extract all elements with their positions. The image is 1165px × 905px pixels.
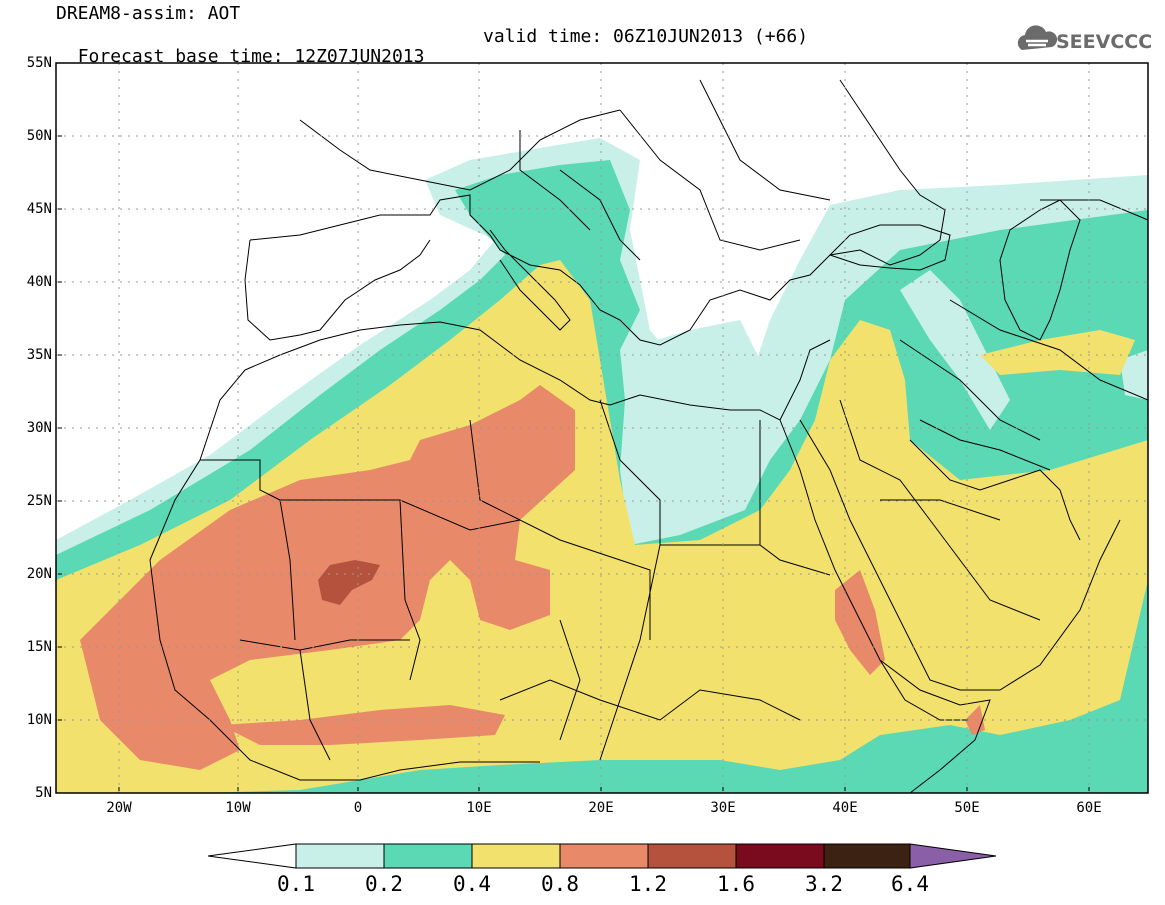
lon-label: 20E [588,800,614,816]
lon-label: 30E [710,800,736,816]
lat-label: 35N [26,347,52,363]
aot-band-0.8-eritrea [835,570,885,675]
lon-label: 0 [353,800,363,816]
colorbar-label: 3.2 [805,872,843,896]
lat-label: 20N [26,566,52,582]
aot-band-1.2 [318,560,380,605]
lat-label: 25N [26,493,52,509]
colorbar-label: 1.6 [717,872,755,896]
lon-label: 60E [1076,800,1102,816]
lat-label: 40N [26,274,52,290]
lat-label: 50N [26,128,52,144]
map-frame [55,62,1149,794]
lat-label: 45N [26,201,52,217]
lat-label: 10N [26,712,52,728]
lon-label: 10W [225,800,251,816]
cloud-icon [1017,25,1058,50]
lon-label: 50E [954,800,980,816]
aot-pocket-caspian [900,270,1010,430]
lon-label: 40E [832,800,858,816]
colorbar-label: 1.2 [629,872,667,896]
lat-label: 15N [26,639,52,655]
colorbar-label: 0.1 [277,872,315,896]
aot-pocket-iran [1120,350,1148,400]
base-time: Forecast base time: 12Z07JUN2013 [77,46,425,67]
aot-pocket-east-med [640,320,760,410]
lon-label: 10E [466,800,492,816]
boundaries [149,79,1148,793]
lat-label: 55N [26,55,52,71]
aot-band-0.8-sahel [220,705,505,745]
colorbar-label: 0.2 [365,872,403,896]
logo-text: SEEVCCC [1056,31,1153,53]
map-title: DREAM8-assim: AOT [56,3,241,24]
valid-time: valid time: 06Z10JUN2013 (+66) [483,26,809,47]
colorbar [207,843,997,869]
colorbar-label: 6.4 [891,872,929,896]
aot-band-0.4-north [980,330,1135,375]
lat-label: 5N [35,785,52,801]
graticule [56,63,1148,793]
lon-label: 20W [106,800,132,816]
forecast-time-line: Forecast base time: 12Z07JUN2013 valid t… [56,27,808,87]
colorbar-label: 0.4 [453,872,491,896]
colorbar-label: 0.8 [541,872,579,896]
lat-label: 30N [26,420,52,436]
